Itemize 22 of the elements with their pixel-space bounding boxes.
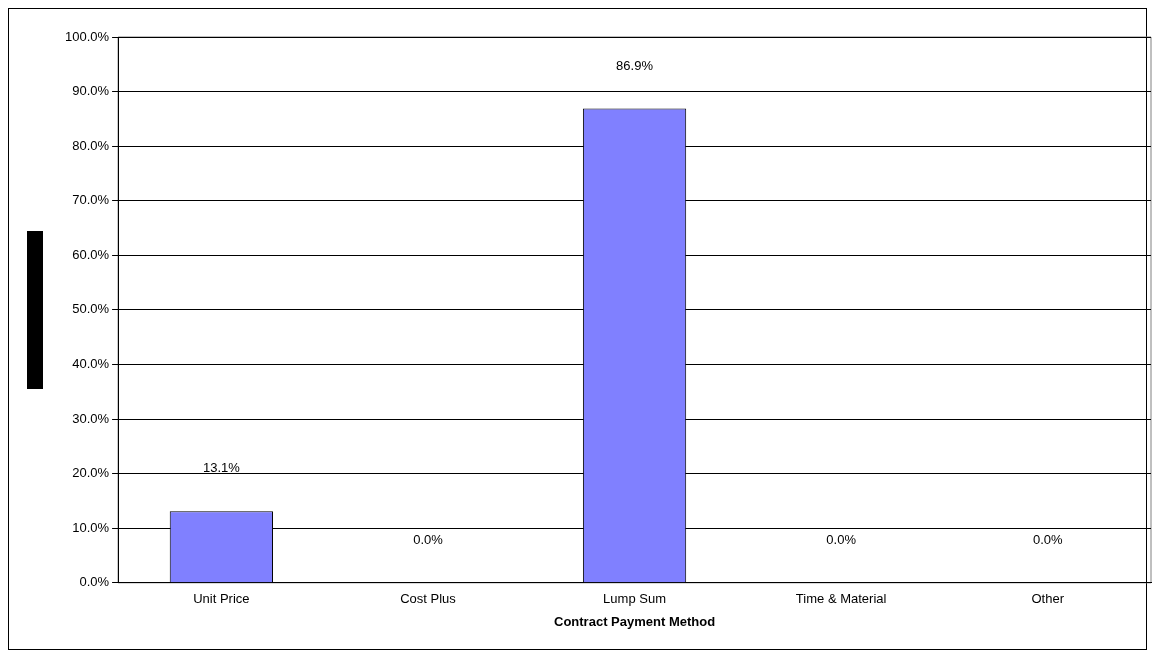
data-label: 0.0% bbox=[413, 531, 444, 547]
y-tick-label: 40.0% bbox=[72, 356, 110, 372]
y-tick-label: 90.0% bbox=[72, 83, 110, 99]
y-tick-label: 70.0% bbox=[72, 192, 110, 208]
y-tick-label: 20.0% bbox=[72, 465, 110, 481]
data-label: 0.0% bbox=[826, 531, 857, 547]
data-label: 86.9% bbox=[616, 57, 654, 73]
x-tick-label: Cost Plus bbox=[400, 591, 457, 607]
y-tick-label: 100.0% bbox=[65, 28, 110, 44]
data-label: 0.0% bbox=[1032, 531, 1063, 547]
x-tick-label: Lump Sum bbox=[603, 591, 666, 607]
y-tick-label: 50.0% bbox=[72, 301, 110, 317]
x-tick-label: Unit Price bbox=[193, 591, 250, 607]
y-tick-label: 30.0% bbox=[72, 410, 110, 426]
x-tick-label: Other bbox=[1031, 591, 1065, 607]
x-tick-label: Time & Material bbox=[795, 591, 887, 607]
y-tick-label: 80.0% bbox=[72, 137, 110, 153]
y-tick-label: 0.0% bbox=[79, 574, 110, 590]
y-tick-label: 10.0% bbox=[72, 519, 110, 535]
y-tick-label: 60.0% bbox=[72, 246, 110, 262]
data-label: 13.1% bbox=[202, 460, 241, 476]
x-axis-title: Contract Payment Method bbox=[554, 613, 716, 629]
